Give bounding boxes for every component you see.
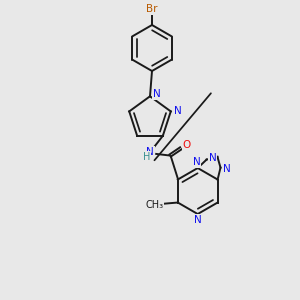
- Text: N: N: [209, 153, 216, 163]
- Text: N: N: [193, 157, 201, 167]
- Text: O: O: [182, 140, 191, 150]
- Text: N: N: [153, 89, 161, 99]
- Text: N: N: [146, 147, 154, 157]
- Text: Br: Br: [146, 4, 158, 14]
- Text: N: N: [194, 215, 202, 225]
- Text: N: N: [223, 164, 230, 174]
- Text: CH₃: CH₃: [146, 200, 164, 210]
- Text: N: N: [174, 106, 182, 116]
- Text: H: H: [142, 152, 150, 162]
